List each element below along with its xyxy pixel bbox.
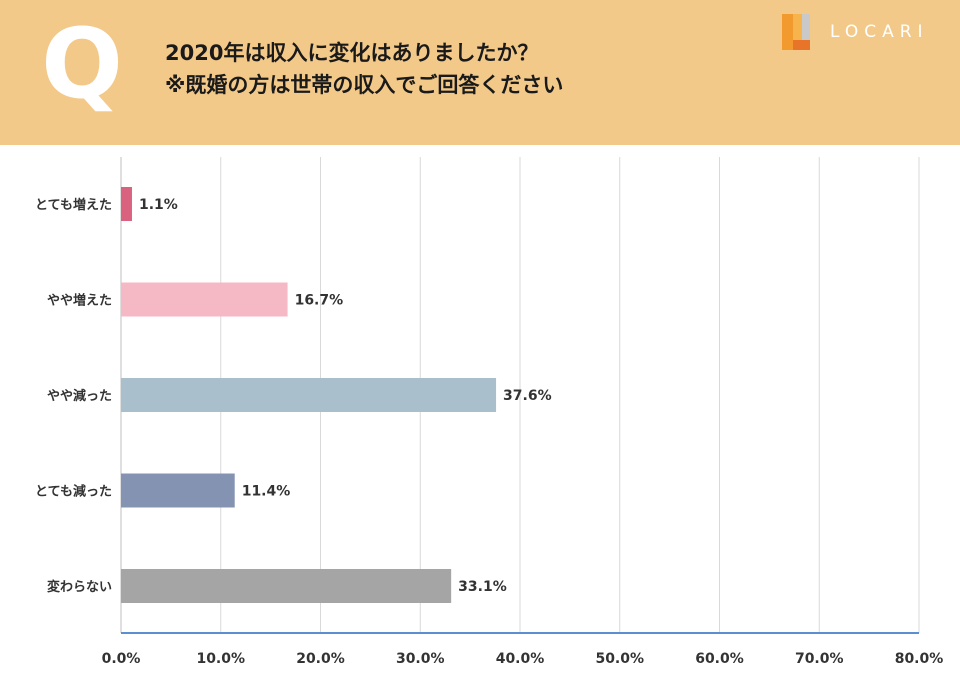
bar [121, 569, 452, 603]
bars [121, 187, 497, 603]
question-title-line1: 2020年は収入に変化はありましたか？ [165, 41, 539, 65]
bar [121, 282, 288, 317]
value-label: 1.1% [139, 197, 178, 213]
x-tick-label: 20.0% [296, 651, 345, 667]
q-badge: Q [41, 8, 123, 120]
locari-logo-icon [782, 14, 810, 50]
x-tick-label: 70.0% [795, 651, 844, 667]
question-title-line2: ※既婚の方は世帯の収入でご回答ください [165, 73, 564, 97]
bar [121, 187, 132, 221]
value-label: 11.4% [242, 484, 291, 500]
value-label: 33.1% [458, 579, 507, 595]
question-header: Q 2020年は収入に変化はありましたか？ ※既婚の方は世帯の収入でご回答くださ… [0, 0, 960, 145]
question-title: 2020年は収入に変化はありましたか？ ※既婚の方は世帯の収入でご回答ください [165, 37, 765, 101]
category-label: やや増えた [47, 293, 112, 309]
x-tick-label: 10.0% [196, 651, 245, 667]
bar [121, 378, 497, 412]
value-label: 16.7% [295, 293, 344, 309]
x-tick-label: 60.0% [695, 651, 744, 667]
x-tick-label: 0.0% [102, 651, 141, 667]
category-label: やや減った [47, 388, 112, 404]
labels: 0.0% 10.0% 20.0% 30.0% 40.0% 50.0% 60.0% 70.0% 8… [35, 197, 943, 667]
brand-name: LOCARI [830, 22, 929, 42]
bar-chart: 0.0% 10.0% 20.0% 30.0% 40.0% 50.0% 60.0% 70.0% 8… [35, 157, 943, 667]
category-label: 変わらない [47, 579, 112, 595]
x-tick-label: 40.0% [496, 651, 545, 667]
x-tick-label: 80.0% [895, 651, 944, 667]
category-label: とても増えた [35, 197, 112, 213]
x-tick-label: 50.0% [595, 651, 644, 667]
category-label: とても減った [35, 484, 112, 500]
x-tick-label: 30.0% [396, 651, 445, 667]
bar [121, 473, 235, 508]
brand-logo: LOCARI [782, 14, 942, 50]
value-label: 37.6% [503, 388, 552, 404]
